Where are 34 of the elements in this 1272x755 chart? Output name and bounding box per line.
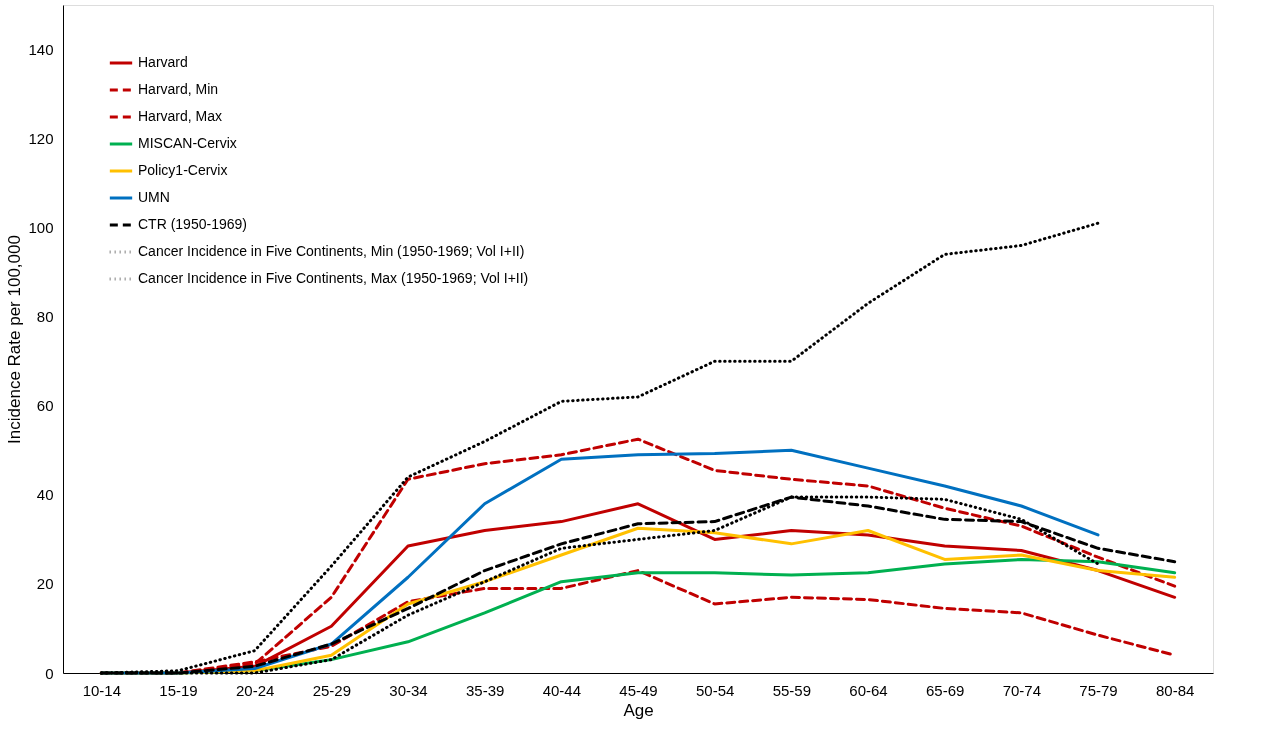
x-tick-label: 35-39 [465, 681, 505, 699]
y-tick-label: 0 [45, 664, 54, 682]
y-tick-label: 120 [28, 130, 54, 148]
x-tick-label: 55-59 [772, 681, 812, 699]
y-tick-label: 60 [36, 397, 54, 415]
x-tick-label: 60-64 [849, 681, 888, 699]
legend-label: Harvard, Max [138, 108, 223, 124]
legend-label: Harvard, Min [138, 81, 219, 97]
x-tick-label: 80-84 [1155, 681, 1195, 699]
x-tick-label: 30-34 [389, 681, 428, 699]
x-tick-label: 70-74 [1002, 681, 1042, 699]
x-tick-label: 75-79 [1079, 681, 1118, 699]
legend-label: Harvard [138, 54, 188, 70]
legend-label: CTR (1950-1969) [138, 216, 247, 232]
x-tick-label: 25-29 [312, 681, 352, 699]
legend-label: UMN [138, 189, 170, 205]
legend-label: Policy1-Cervix [138, 162, 228, 178]
y-tick-label: 80 [36, 308, 54, 326]
y-axis-title: Incidence Rate per 100,000 [5, 235, 25, 444]
x-tick-label: 10-14 [82, 681, 122, 699]
y-tick-label: 100 [28, 219, 54, 237]
legend-label: MISCAN-Cervix [138, 135, 237, 151]
x-tick-label: 50-54 [695, 681, 735, 699]
x-tick-label: 40-44 [542, 681, 582, 699]
legend-label: Cancer Incidence in Five Continents, Min (1950-1969; Vol I+II) [138, 243, 525, 259]
x-tick-label: 65-69 [925, 681, 965, 699]
y-tick-label: 40 [36, 486, 54, 504]
x-tick-label: 15-19 [159, 681, 198, 699]
x-tick-label: 45-49 [619, 681, 658, 699]
x-tick-label: 20-24 [235, 681, 275, 699]
legend-label: Cancer Incidence in Five Continents, Max (1950-1969; Vol I+II) [138, 270, 529, 286]
y-tick-label: 140 [28, 41, 54, 59]
x-axis-title: Age [623, 700, 654, 720]
y-tick-label: 20 [36, 575, 54, 593]
